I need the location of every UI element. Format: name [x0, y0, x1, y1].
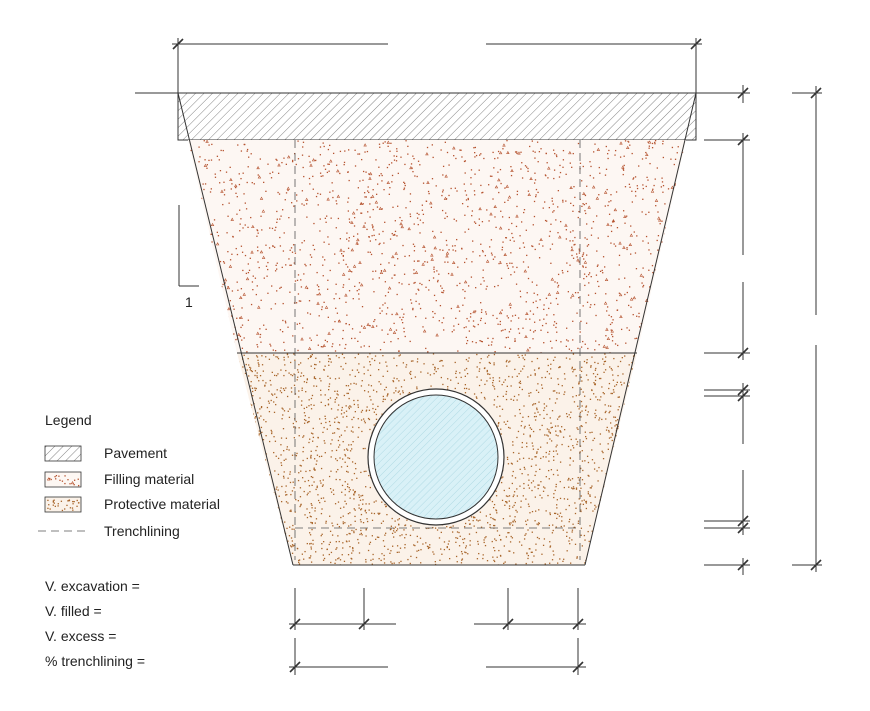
volume-excavation-label: V. excavation =	[45, 578, 140, 594]
right-depth-dimensions	[704, 85, 822, 575]
trenchlining-percent-label: % trenchlining =	[45, 653, 145, 669]
legend-protective-label: Protective material	[104, 496, 220, 512]
legend-filling-texture	[46, 474, 80, 487]
pipe-inner	[373, 394, 499, 520]
trench-left-wall	[177, 92, 294, 566]
volume-summary: V. excavation = V. filled = V. excess = …	[45, 578, 145, 669]
legend-protective-texture	[47, 499, 80, 512]
filling-material-texture	[188, 140, 686, 353]
slope-label: 1	[185, 294, 193, 310]
bottom-width-dimensions	[289, 588, 586, 675]
filling-material-region	[188, 140, 686, 353]
legend: Legend Pavement Filling material Protect…	[38, 412, 220, 539]
legend-trenchlining-label: Trenchlining	[104, 523, 180, 539]
trenchlining-lines	[294, 140, 581, 560]
top-width-dimension	[172, 38, 702, 93]
slope-indicator	[178, 205, 199, 287]
legend-pavement-swatch	[44, 445, 82, 462]
legend-title: Legend	[45, 412, 92, 428]
volume-excess-label: V. excess =	[45, 628, 116, 644]
legend-filling-swatch	[44, 471, 82, 488]
pavement-layer	[177, 92, 697, 141]
legend-pavement-label: Pavement	[104, 445, 167, 461]
legend-protective-swatch	[44, 496, 82, 513]
legend-filling-label: Filling material	[104, 471, 194, 487]
trench-right-wall	[584, 92, 697, 566]
volume-filled-label: V. filled =	[45, 603, 102, 619]
